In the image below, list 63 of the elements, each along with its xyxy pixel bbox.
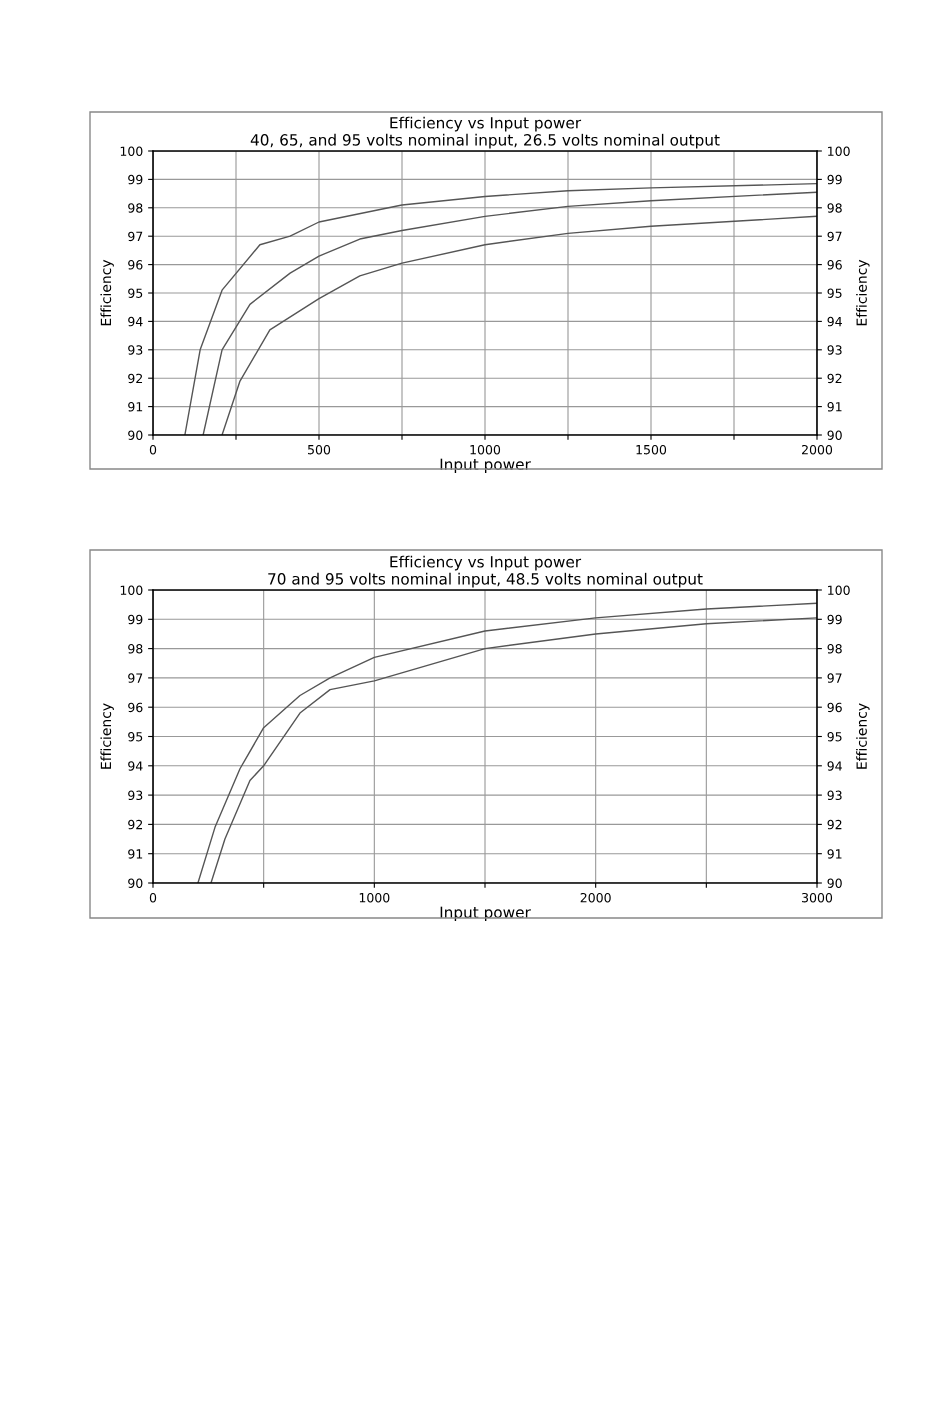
y-tick-label: 97	[128, 231, 143, 242]
y-tick-label: 95	[128, 731, 143, 742]
y-tick-label: 94	[128, 316, 143, 327]
y-tick-label: 93	[128, 790, 143, 801]
y2-tick-label: 95	[827, 288, 842, 298]
x-tick-label: 0	[149, 892, 157, 903]
y2-tick-label: 96	[827, 260, 842, 270]
y-tick-label: 100	[120, 146, 143, 156]
y-tick-label: 92	[128, 819, 143, 830]
y-tick-label: 91	[128, 402, 143, 412]
y2-axis-title: Efficiency	[856, 703, 870, 769]
y2-tick-label: 98	[827, 203, 842, 213]
x-axis-title: Input power	[440, 906, 531, 921]
y2-tick-label: 96	[827, 702, 842, 713]
y2-tick-label: 91	[827, 402, 842, 412]
y2-tick-label: 97	[827, 231, 842, 242]
y2-tick-label: 93	[827, 790, 842, 801]
y2-tick-label: 99	[827, 614, 842, 625]
y-tick-label: 99	[128, 174, 143, 185]
y2-tick-label: 91	[827, 849, 842, 859]
y2-tick-label: 100	[828, 146, 850, 156]
y-tick-label: 97	[128, 673, 143, 683]
chart-title: Efficiency vs Input power	[390, 116, 582, 132]
x-tick-label: 3000	[802, 892, 833, 903]
y-axis-title: Efficiency	[100, 703, 114, 769]
y-tick-label: 93	[128, 345, 143, 355]
y-tick-label: 91	[128, 849, 143, 859]
y2-tick-label: 93	[827, 345, 842, 355]
y2-tick-label: 97	[827, 673, 842, 683]
y-tick-label: 92	[128, 373, 143, 384]
chart-subtitle: 40, 65, and 95 volts nominal input, 26.5 volts nominal output	[250, 133, 720, 149]
y2-tick-label: 94	[827, 316, 842, 327]
y-tick-label: 96	[128, 702, 143, 713]
y-tick-label: 95	[128, 288, 143, 298]
y2-tick-label: 90	[827, 878, 842, 888]
x-tick-label: 1000	[470, 444, 501, 455]
chart-title: Efficiency vs Input power	[390, 555, 582, 571]
chart-subtitle: 70 and 95 volts nominal input, 48.5 volts nominal output	[268, 572, 703, 588]
y-tick-label: 90	[128, 878, 143, 888]
x-tick-label: 1000	[359, 892, 390, 903]
y2-tick-label: 92	[827, 373, 842, 384]
y2-tick-label: 95	[827, 731, 842, 742]
y-tick-label: 98	[128, 644, 143, 654]
y2-tick-label: 94	[827, 761, 842, 771]
y-tick-label: 94	[128, 761, 143, 771]
y2-tick-label: 99	[827, 174, 842, 185]
y-tick-label: 96	[128, 260, 143, 270]
y2-tick-label: 92	[827, 819, 842, 830]
y2-axis-title: Efficiency	[856, 259, 870, 326]
y-tick-label: 98	[128, 203, 143, 213]
x-tick-label: 1500	[636, 444, 667, 455]
x-tick-label: 0	[149, 444, 157, 455]
y2-tick-label: 90	[827, 430, 842, 440]
y2-tick-label: 98	[827, 644, 842, 654]
x-tick-label: 2000	[802, 444, 833, 455]
y-tick-label: 99	[128, 614, 143, 625]
x-tick-label: 500	[308, 444, 331, 455]
y-tick-label: 100	[120, 585, 143, 595]
y-tick-label: 90	[128, 430, 143, 440]
x-tick-label: 2000	[580, 892, 611, 903]
y2-tick-label: 100	[828, 585, 850, 595]
y-axis-title: Efficiency	[100, 259, 114, 326]
x-axis-title: Input power	[440, 458, 531, 473]
